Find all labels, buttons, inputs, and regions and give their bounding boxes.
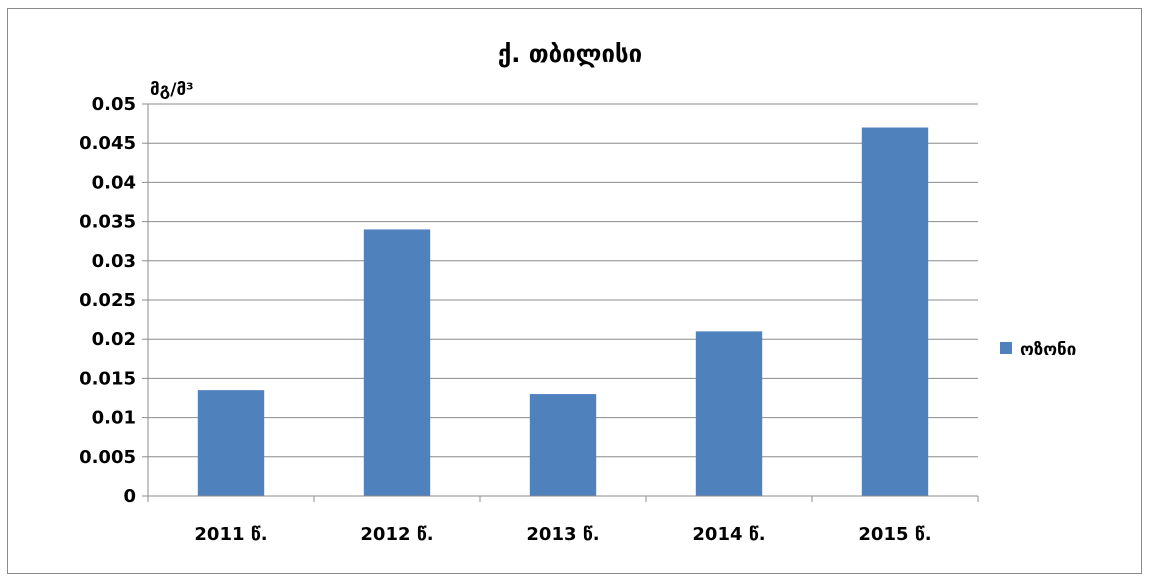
y-tick-label: 0.045 bbox=[79, 133, 136, 154]
y-tick-label: 0.035 bbox=[79, 212, 136, 233]
y-tick-label: 0.02 bbox=[92, 329, 136, 350]
x-tick-label: 2011 წ. bbox=[194, 524, 267, 545]
legend-swatch bbox=[1000, 342, 1012, 354]
bar bbox=[529, 394, 597, 496]
y-tick-label: 0.03 bbox=[92, 251, 136, 272]
bar bbox=[197, 390, 265, 496]
x-tick-label: 2014 წ. bbox=[692, 524, 765, 545]
y-axis-unit-label: მგ/მ³ bbox=[150, 80, 194, 100]
y-axis-tick-labels: 0 0.005 0.01 0.015 0.02 0.025 0.03 0.035 0.04 0.0… bbox=[79, 94, 136, 507]
y-tick-label: 0 bbox=[123, 486, 136, 507]
x-tick-label: 2013 წ. bbox=[526, 524, 599, 545]
y-tick-label: 0.025 bbox=[79, 290, 136, 311]
axes bbox=[147, 104, 978, 497]
bars bbox=[197, 127, 929, 497]
y-tick-label: 0.04 bbox=[92, 172, 136, 193]
chart-title: ქ. თბილისი bbox=[498, 40, 642, 68]
y-tick-label: 0.005 bbox=[79, 447, 136, 468]
bar bbox=[695, 331, 763, 496]
x-tick-label: 2015 წ. bbox=[858, 524, 931, 545]
bar bbox=[363, 229, 431, 496]
x-axis-tick-labels: 2011 წ. 2012 წ. 2013 წ. 2014 წ. 2015 წ. bbox=[194, 524, 931, 545]
legend-label: ოზონი bbox=[1020, 340, 1076, 360]
bar bbox=[861, 127, 929, 497]
x-tick-label: 2012 წ. bbox=[360, 524, 433, 545]
y-tick-label: 0.01 bbox=[92, 408, 136, 429]
y-tick-label: 0.05 bbox=[92, 94, 136, 115]
y-tick-label: 0.015 bbox=[79, 368, 136, 389]
gridlines bbox=[142, 103, 979, 502]
legend: ოზონი bbox=[1000, 340, 1076, 360]
